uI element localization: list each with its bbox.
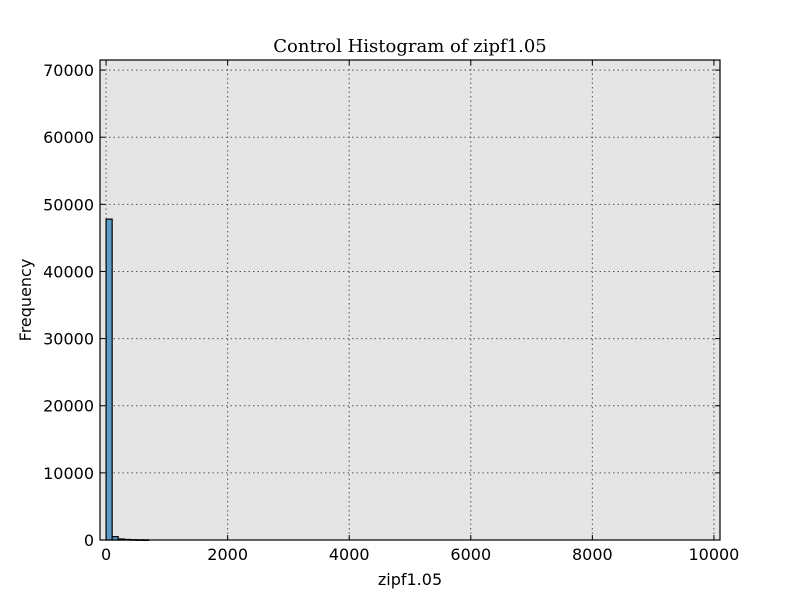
x-tick-labels: 0 2000 4000 6000 8000 10000 xyxy=(101,545,739,564)
y-tick-label: 10000 xyxy=(43,464,94,483)
x-tick-label: 2000 xyxy=(207,545,248,564)
y-axis-label: Frequency xyxy=(16,259,35,342)
y-tick-label: 30000 xyxy=(43,330,94,349)
y-tick-label: 60000 xyxy=(43,128,94,147)
x-tick-label: 0 xyxy=(101,545,111,564)
histogram-bar xyxy=(105,218,113,541)
y-tick-label: 40000 xyxy=(43,262,94,281)
x-tick-label: 10000 xyxy=(688,545,739,564)
y-tick-label: 0 xyxy=(84,531,94,550)
x-axis-label: zipf1.05 xyxy=(378,570,442,589)
axis-ticks xyxy=(100,60,720,541)
y-tick-label: 20000 xyxy=(43,397,94,416)
x-tick-label: 6000 xyxy=(450,545,491,564)
plot-frame xyxy=(99,59,721,541)
y-tick-label: 50000 xyxy=(43,195,94,214)
chart-title: Control Histogram of zipf1.05 xyxy=(273,36,547,57)
y-tick-label: 70000 xyxy=(43,61,94,80)
x-tick-label: 4000 xyxy=(329,545,370,564)
plot-background xyxy=(100,60,720,540)
y-tick-labels: 0 10000 20000 30000 40000 50000 60000 70000 xyxy=(43,61,94,550)
x-tick-label: 8000 xyxy=(572,545,613,564)
